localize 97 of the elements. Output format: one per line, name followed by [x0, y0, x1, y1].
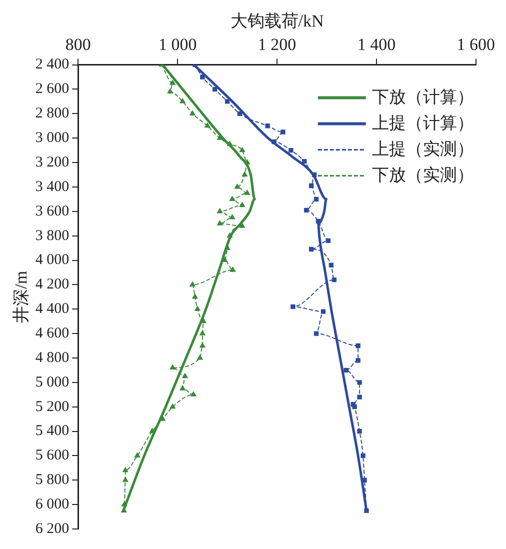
point: [239, 147, 245, 152]
x-tick-label: 1 200: [258, 35, 296, 54]
y-tick-label: 6 200: [35, 520, 70, 537]
point: [230, 266, 236, 272]
point: [122, 467, 128, 472]
point: [180, 385, 186, 390]
point: [239, 202, 245, 208]
y-axis-title: 井深/m: [12, 270, 31, 323]
point: [200, 342, 206, 348]
point: [197, 354, 203, 360]
point: [192, 294, 198, 299]
point: [290, 304, 296, 310]
point: [242, 172, 248, 177]
point: [182, 373, 188, 378]
y-tick-label: 2 400: [35, 56, 70, 73]
y-tick-label: 4 800: [35, 350, 70, 366]
point: [122, 477, 128, 482]
point: [356, 358, 360, 363]
y-tick-label: 3 200: [35, 154, 70, 170]
point: [308, 183, 314, 188]
y-tick-label: 4 200: [35, 276, 70, 293]
point: [360, 453, 366, 458]
point: [357, 380, 362, 385]
point: [212, 86, 218, 92]
legend-label: 下放（实测）: [372, 165, 474, 184]
y-tick-label: 5 800: [35, 472, 70, 488]
point: [364, 508, 369, 514]
point: [190, 392, 196, 396]
y-tick-label: 5 400: [35, 423, 70, 440]
point: [234, 184, 240, 189]
y-tick-label: 5 600: [35, 448, 70, 464]
point: [272, 139, 276, 144]
y-tick-label: 6 000: [35, 496, 70, 513]
y-tick-label: 4 000: [35, 252, 70, 268]
point: [244, 190, 250, 195]
point: [362, 478, 367, 482]
x-axis-title: 大钩载荷/kN: [230, 12, 324, 31]
y-tick-label: 3 600: [35, 203, 70, 220]
point: [314, 196, 319, 202]
point: [180, 98, 186, 104]
point: [328, 262, 334, 268]
legend-label: 下放（计算）: [372, 87, 474, 106]
point: [200, 330, 206, 336]
point: [304, 208, 309, 213]
point: [190, 110, 196, 116]
point: [352, 404, 357, 410]
point: [122, 501, 128, 506]
point: [280, 130, 286, 134]
point: [170, 404, 176, 409]
point: [302, 158, 307, 164]
point: [244, 159, 250, 164]
point: [326, 238, 331, 244]
y-tick-label: 3 000: [35, 130, 70, 146]
point: [357, 428, 362, 434]
point: [357, 394, 362, 400]
point: [224, 99, 230, 104]
point: [204, 122, 210, 128]
y-tick-label: 5 000: [35, 374, 70, 390]
point: [344, 368, 348, 373]
point: [134, 452, 140, 458]
point: [239, 222, 245, 228]
point: [230, 214, 236, 220]
point: [230, 196, 236, 201]
point: [332, 277, 337, 282]
point: [167, 88, 173, 94]
point: [200, 74, 205, 80]
x-tick-label: 800: [65, 35, 91, 54]
legend-label: 上提（实测）: [372, 139, 474, 158]
point: [194, 306, 200, 311]
y-tick-label: 5 200: [35, 398, 70, 415]
point: [316, 218, 321, 224]
point: [312, 172, 317, 178]
point: [190, 282, 196, 286]
point: [356, 343, 360, 348]
point: [237, 111, 242, 116]
point: [227, 232, 233, 238]
y-tick-label: 3 400: [35, 178, 70, 195]
point: [308, 246, 314, 252]
point: [217, 220, 223, 226]
point: [217, 208, 223, 214]
point: [320, 309, 326, 314]
point: [170, 364, 176, 370]
point: [265, 124, 270, 128]
y-tick-label: 2 600: [35, 81, 70, 98]
y-tick-label: 4 600: [35, 325, 70, 342]
x-tick-label: 1 400: [357, 35, 396, 54]
y-tick-label: 3 800: [35, 228, 70, 244]
point: [314, 331, 319, 336]
point: [149, 428, 155, 434]
point: [227, 141, 233, 146]
legend-label: 上提（计算）: [372, 113, 474, 132]
point: [170, 80, 176, 85]
x-tick-label: 1 600: [456, 35, 495, 54]
y-tick-label: 2 800: [35, 106, 70, 122]
x-tick-label: 1 000: [158, 35, 197, 54]
point: [288, 148, 294, 153]
y-tick-label: 4 400: [35, 301, 70, 318]
